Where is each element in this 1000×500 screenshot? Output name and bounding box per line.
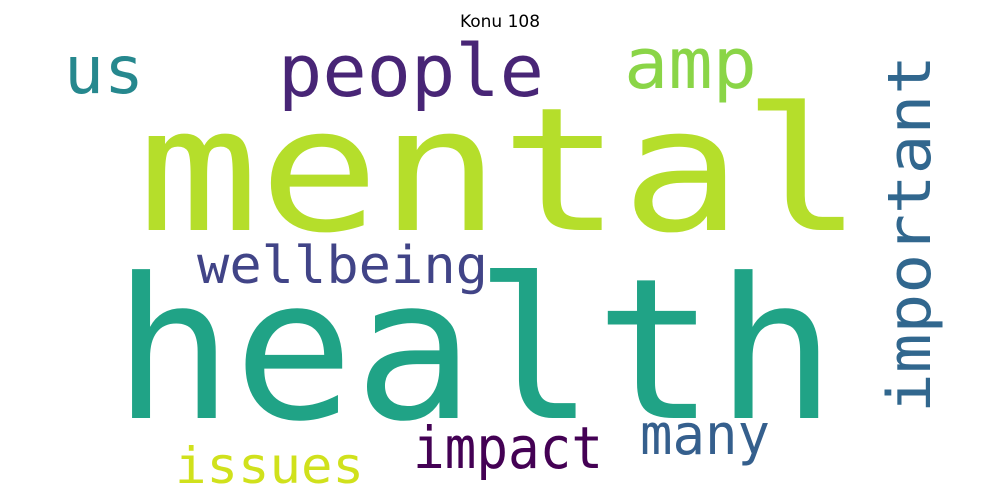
word-wellbeing: wellbeing [197,236,488,296]
word-mental: mental [138,70,863,271]
word-amp: amp [624,23,757,105]
word-many: many [640,403,770,468]
word-health: health [113,237,836,465]
chart-title: Konu 108 [459,12,541,32]
word-impact: impact [413,414,603,482]
word-people: people [278,29,544,113]
word-important: important [875,55,945,413]
word-issues: issues [175,437,364,495]
word-us: us [64,32,144,109]
